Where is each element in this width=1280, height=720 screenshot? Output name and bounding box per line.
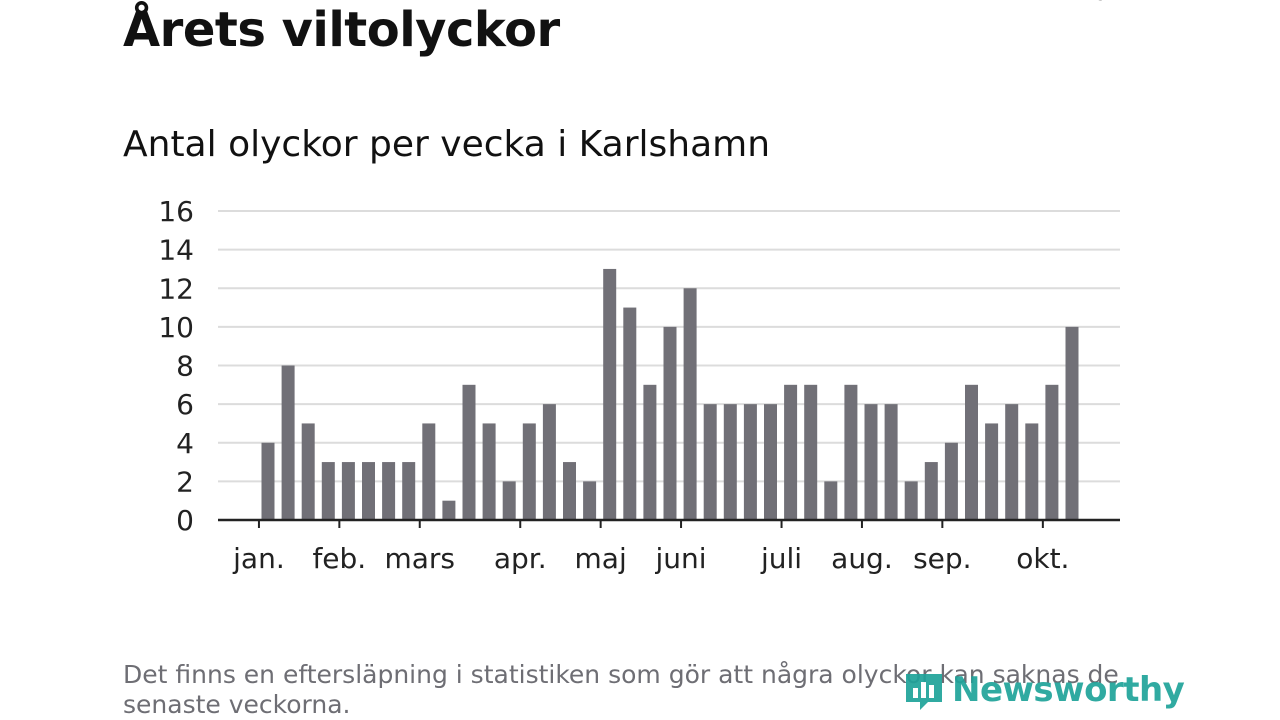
bar bbox=[623, 307, 637, 520]
bar bbox=[663, 326, 677, 520]
bar bbox=[482, 423, 496, 520]
y-tick-label: 0 bbox=[176, 504, 194, 537]
bar bbox=[784, 384, 798, 520]
y-tick-label: 4 bbox=[176, 427, 194, 460]
x-tick-label: okt. bbox=[1016, 542, 1069, 575]
x-tick-label: aug. bbox=[831, 542, 893, 575]
bar bbox=[1045, 384, 1059, 520]
page-title: Årets viltolyckor bbox=[123, 2, 560, 58]
bar bbox=[321, 462, 335, 520]
bar-chart-icon bbox=[906, 674, 942, 710]
bar bbox=[965, 384, 978, 520]
y-tick-label: 12 bbox=[158, 272, 194, 305]
bar bbox=[764, 404, 777, 520]
highlight-data-label: 10 bbox=[1076, 0, 1109, 7]
x-axis: jan. feb. mars apr. maj juni juli aug. sep. okt. bbox=[218, 518, 1120, 575]
bar bbox=[743, 404, 757, 520]
y-tick-label: 10 bbox=[158, 311, 194, 344]
y-tick-label: 14 bbox=[158, 234, 194, 267]
bar bbox=[723, 404, 737, 520]
bar bbox=[844, 384, 858, 520]
bar bbox=[884, 404, 898, 520]
newsworthy-logo: Newsworthy bbox=[902, 668, 1185, 712]
bar bbox=[341, 462, 355, 520]
bar bbox=[924, 462, 938, 520]
bar bbox=[864, 404, 878, 520]
x-tick-label: juli bbox=[760, 542, 802, 575]
bar bbox=[643, 384, 657, 520]
y-tick-label: 8 bbox=[176, 350, 194, 383]
bar bbox=[301, 423, 315, 520]
x-tick-label: maj bbox=[575, 542, 627, 575]
x-tick-label: sep. bbox=[913, 542, 972, 575]
x-tick-label: feb. bbox=[312, 542, 366, 575]
bar bbox=[703, 404, 717, 520]
bar bbox=[402, 462, 416, 520]
bar bbox=[563, 462, 576, 520]
y-axis: 0 2 4 6 8 10 12 14 16 bbox=[158, 195, 194, 537]
bar bbox=[904, 481, 918, 520]
bar bbox=[683, 288, 697, 520]
chart-bars bbox=[261, 268, 1079, 520]
bar bbox=[804, 384, 818, 520]
x-tick-label: jan. bbox=[232, 542, 285, 575]
bar bbox=[502, 481, 516, 520]
logo-text: Newsworthy bbox=[952, 670, 1185, 710]
bar bbox=[281, 365, 295, 520]
bar bbox=[985, 423, 999, 520]
x-tick-label: juni bbox=[655, 542, 707, 575]
bar bbox=[462, 384, 476, 520]
bar bbox=[522, 423, 536, 520]
bar bbox=[603, 268, 617, 520]
bar bbox=[442, 500, 456, 520]
bar bbox=[944, 442, 958, 520]
bar bbox=[1065, 326, 1079, 520]
bar bbox=[362, 462, 375, 520]
y-tick-label: 2 bbox=[176, 465, 194, 498]
data-labels: 10 bbox=[1076, 0, 1109, 7]
bar bbox=[382, 462, 396, 520]
bar bbox=[583, 481, 597, 520]
x-tick-label: mars bbox=[384, 542, 455, 575]
bar bbox=[261, 442, 275, 520]
y-tick-label: 16 bbox=[158, 195, 194, 228]
y-tick-label: 6 bbox=[176, 388, 194, 421]
bar bbox=[542, 404, 556, 520]
bar bbox=[824, 481, 838, 520]
bar bbox=[1025, 423, 1039, 520]
bar bbox=[422, 423, 436, 520]
x-tick-label: apr. bbox=[494, 542, 547, 575]
footnote: Det finns en eftersläpning i statistiken… bbox=[123, 660, 1119, 719]
chart-subtitle: Antal olyckor per vecka i Karlshamn bbox=[123, 124, 771, 165]
bar bbox=[1005, 404, 1019, 520]
